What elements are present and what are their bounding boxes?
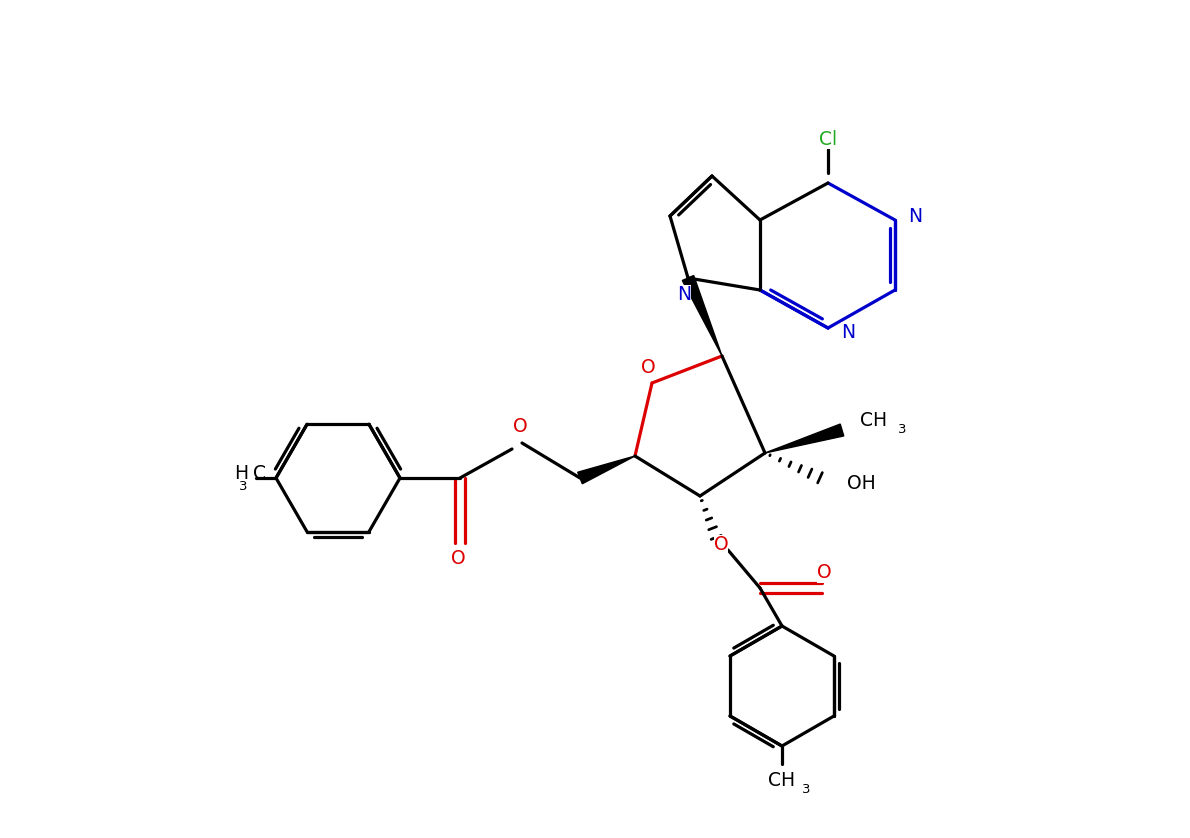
Text: O: O [714, 535, 728, 554]
Text: Cl: Cl [819, 130, 837, 148]
Polygon shape [577, 456, 635, 484]
Text: 3: 3 [898, 422, 907, 436]
Text: N: N [908, 206, 922, 225]
Text: O: O [451, 549, 465, 567]
Text: O: O [640, 358, 656, 376]
Text: O: O [816, 563, 832, 582]
Text: O: O [513, 417, 527, 437]
Text: OH: OH [847, 473, 876, 493]
Text: CH: CH [769, 770, 796, 789]
Polygon shape [682, 276, 722, 356]
Text: H: H [234, 463, 248, 483]
Text: CH: CH [860, 411, 887, 430]
Text: N: N [677, 284, 691, 303]
Text: C: C [253, 463, 267, 483]
Text: N: N [841, 323, 856, 342]
Text: 3: 3 [238, 479, 248, 493]
Polygon shape [765, 424, 844, 453]
Text: 3: 3 [802, 783, 810, 795]
